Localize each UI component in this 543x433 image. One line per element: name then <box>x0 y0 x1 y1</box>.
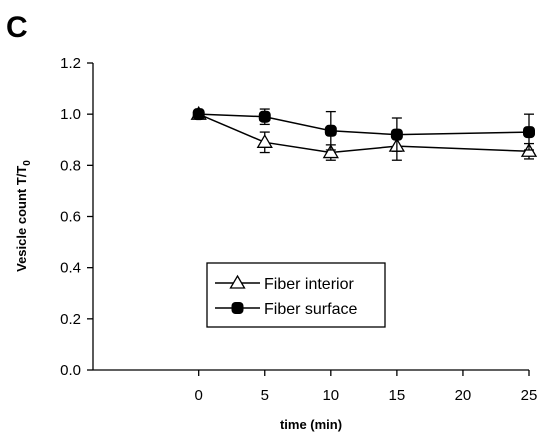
legend-entry-interior: Fiber interior <box>215 274 354 293</box>
y-axis-title-main: Vesicle count T/T <box>14 166 29 272</box>
series-fiber-surface <box>192 108 535 152</box>
y-tick-label: 1.2 <box>60 55 81 72</box>
y-tick-label: 0.4 <box>60 260 81 277</box>
legend-triangle-icon <box>229 274 246 289</box>
data-point-triangle <box>256 134 273 148</box>
x-tick-label: 10 <box>322 387 339 404</box>
x-tick-label: 5 <box>261 387 269 404</box>
x-tick-label: 20 <box>455 387 472 404</box>
data-point-circle <box>324 124 337 137</box>
y-axis-title: Vesicle count T/T0 <box>14 160 33 272</box>
data-point-triangle <box>322 144 339 159</box>
y-tick-label: 0.6 <box>60 209 81 226</box>
x-axis-title: time (min) <box>280 417 342 432</box>
y-tick-label: 0.8 <box>60 157 81 174</box>
data-point-circle <box>523 126 535 139</box>
x-tick-label: 0 <box>195 387 203 404</box>
y-ticks: 0.0 0.2 0.4 0.6 0.8 1.0 1.2 <box>60 55 93 379</box>
y-tick-label: 0.2 <box>60 311 81 328</box>
plot-area: 0.0 0.2 0.4 0.6 0.8 1.0 1.2 0 5 10 15 20 25 <box>60 55 537 404</box>
legend-box <box>206 262 386 328</box>
y-axis-title-subscript: 0 <box>22 160 33 166</box>
x-tick-label: 25 <box>521 387 538 404</box>
series-layer <box>190 105 538 161</box>
legend-label-interior: Fiber interior <box>264 276 354 293</box>
legend-marker-surface-icon <box>231 302 244 314</box>
x-ticks: 0 5 10 15 20 25 <box>195 370 538 404</box>
y-tick-label: 0.0 <box>60 362 81 379</box>
series-fiber-interior <box>190 105 538 161</box>
data-point-circle <box>192 108 205 121</box>
y-tick-label: 1.0 <box>60 106 81 123</box>
data-point-circle <box>258 110 271 123</box>
x-tick-label: 15 <box>389 387 406 404</box>
legend: Fiber interior Fiber surface <box>206 262 386 328</box>
panel-label: C <box>6 11 28 44</box>
legend-label-surface: Fiber surface <box>264 301 357 318</box>
data-point-circle <box>390 128 403 141</box>
legend-entry-surface: Fiber surface <box>215 301 357 318</box>
series-line <box>198 113 530 136</box>
